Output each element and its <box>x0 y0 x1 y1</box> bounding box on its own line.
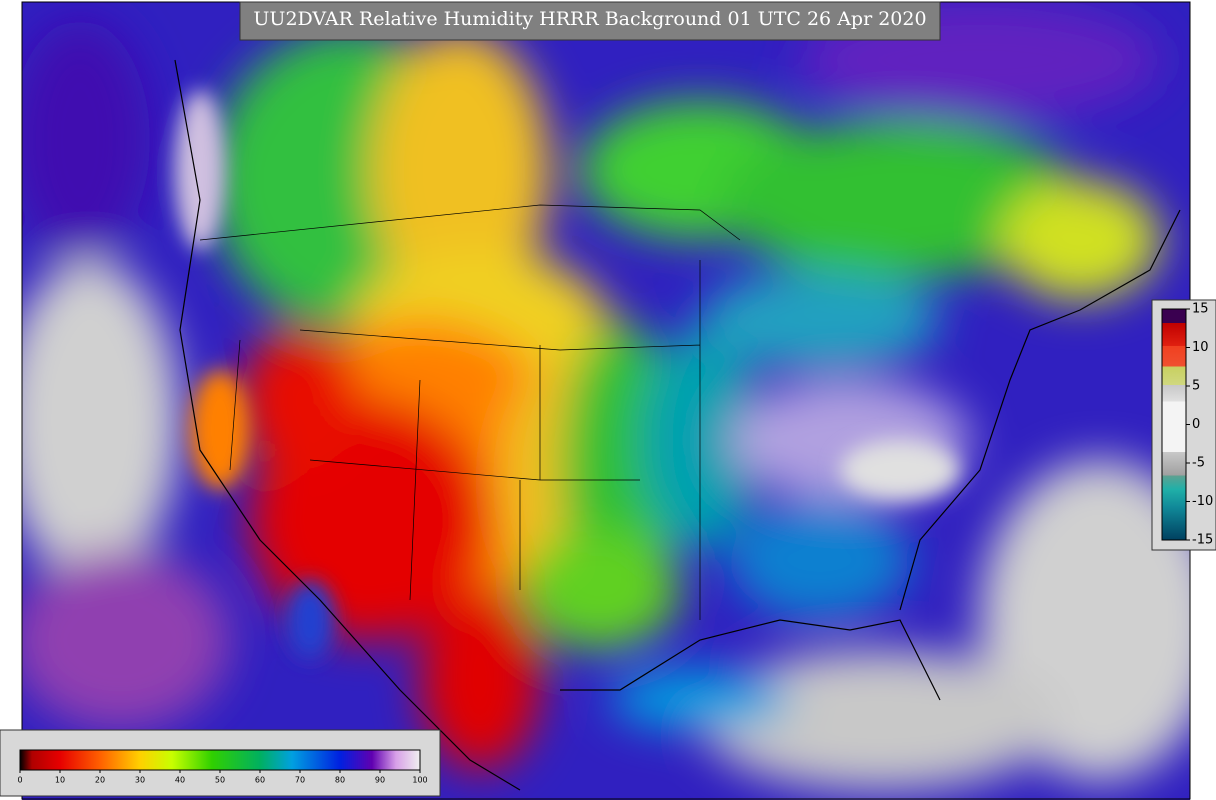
tick-label: 20 <box>95 776 105 785</box>
tick-label: -10 <box>1192 494 1213 509</box>
colorbar-humidity <box>19 749 421 771</box>
colorbar-increment <box>1161 308 1187 541</box>
tick-label: 5 <box>1192 379 1200 394</box>
tick-label: 30 <box>135 776 145 785</box>
tick-label: 60 <box>255 776 265 785</box>
colorbar-ticks: 0 10 20 30 40 50 60 70 80 90 100 <box>17 770 428 785</box>
tick-label: 50 <box>215 776 225 785</box>
title-box <box>239 1 941 41</box>
tick-label: 40 <box>175 776 185 785</box>
tick-label: 100 <box>412 776 427 785</box>
tick-label: -15 <box>1192 533 1213 548</box>
colorbar-ticks: 15 10 5 0 -5 -10 -15 <box>1186 302 1213 548</box>
tick-label: 10 <box>1192 340 1209 355</box>
tick-label: 0 <box>17 776 22 785</box>
tick-label: 70 <box>295 776 305 785</box>
tick-label: 90 <box>375 776 385 785</box>
map-title: UU2DVAR Relative Humidity HRRR Backgroun… <box>253 8 926 30</box>
tick-label: 10 <box>55 776 65 785</box>
tick-label: 0 <box>1192 417 1200 432</box>
tick-label: -5 <box>1192 456 1205 471</box>
tick-label: 15 <box>1192 302 1209 317</box>
tick-label: 80 <box>335 776 345 785</box>
